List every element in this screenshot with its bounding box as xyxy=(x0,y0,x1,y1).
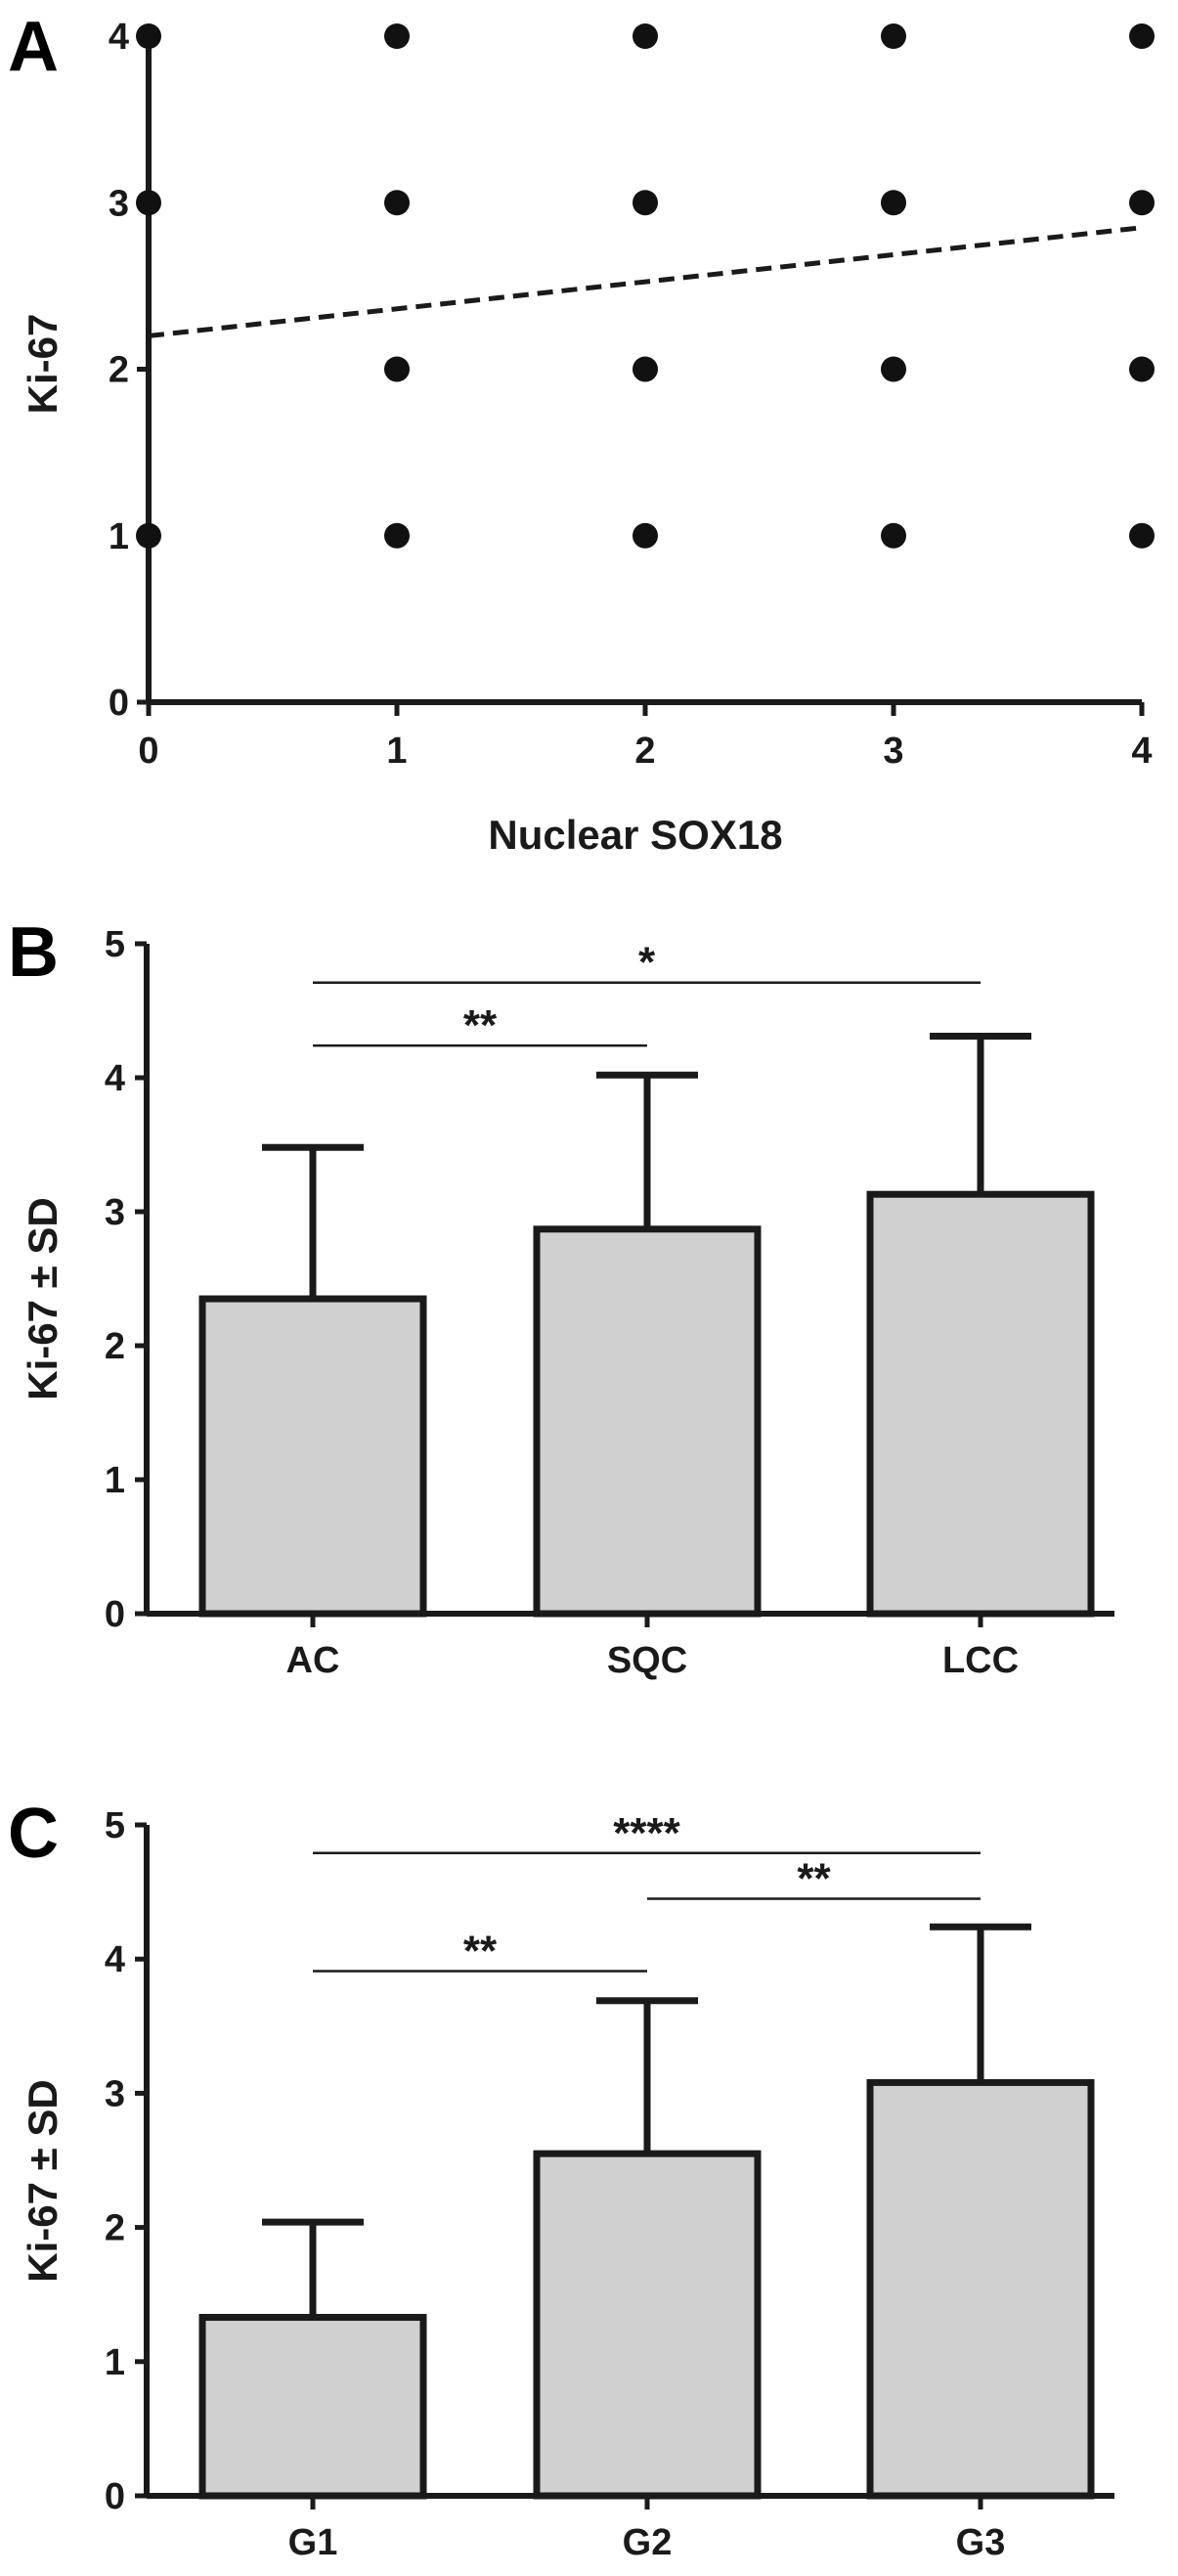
y-tick-label: 4 xyxy=(105,1058,125,1099)
data-point xyxy=(136,23,161,49)
panel-letter-b: B xyxy=(8,913,59,992)
panel-letter-a: A xyxy=(8,8,59,86)
data-point xyxy=(384,356,410,382)
data-point xyxy=(384,23,410,49)
y-tick-label: 3 xyxy=(105,2073,125,2114)
x-tick-label: 0 xyxy=(138,731,158,772)
y-tick-label: 0 xyxy=(109,683,129,724)
significance-label: ** xyxy=(463,1001,498,1049)
category-label: SQC xyxy=(607,1640,687,1681)
panel-a-x-axis-title: Nuclear SOX18 xyxy=(488,812,782,858)
y-tick-label: 5 xyxy=(105,1805,125,1846)
category-label: AC xyxy=(286,1640,340,1681)
y-tick-label: 0 xyxy=(105,1594,125,1635)
category-label: G3 xyxy=(956,2522,1006,2563)
y-tick-label: 1 xyxy=(105,2342,125,2383)
data-point xyxy=(881,23,906,49)
panel-a-scatter: A 0 1 2 3 4 0 1 2 3 4 Nuclear SOX18 Ki-67 xyxy=(8,8,1155,858)
y-tick-label: 2 xyxy=(105,2208,125,2249)
bar xyxy=(866,1190,1095,1618)
x-tick-label: 2 xyxy=(634,731,655,772)
data-point xyxy=(633,23,658,49)
significance-label: * xyxy=(638,939,656,987)
regression-trend-line xyxy=(148,225,1143,338)
data-point xyxy=(633,522,658,549)
x-tick-label: 1 xyxy=(386,731,407,772)
y-tick-label: 4 xyxy=(105,1939,125,1980)
y-tick-label: 3 xyxy=(105,1192,125,1233)
category-label: G1 xyxy=(288,2522,338,2563)
x-tick-label: 3 xyxy=(883,731,903,772)
category-label: LCC xyxy=(942,1640,1019,1681)
panel-b-y-axis-title: Ki-67 ± SD xyxy=(20,1197,65,1399)
significance-label: ** xyxy=(463,1928,498,1976)
panel-a-y-axis-title: Ki-67 xyxy=(20,314,65,415)
data-point xyxy=(1129,23,1155,49)
data-point xyxy=(1129,356,1155,382)
y-tick-label: 2 xyxy=(109,350,129,391)
category-label: G2 xyxy=(623,2522,673,2563)
bar xyxy=(198,2314,427,2500)
data-point xyxy=(633,356,658,382)
data-point xyxy=(881,356,906,382)
significance-label: ** xyxy=(797,1854,831,1902)
data-point xyxy=(136,522,161,549)
data-point xyxy=(633,190,658,216)
panel-a-plot-area: 0 1 2 3 4 0 1 2 3 4 xyxy=(109,17,1155,772)
data-point xyxy=(384,190,410,216)
data-point xyxy=(384,522,410,549)
bar xyxy=(533,1225,762,1618)
data-point xyxy=(881,522,906,549)
y-tick-label: 0 xyxy=(105,2476,125,2517)
bar xyxy=(533,2150,762,2500)
data-point xyxy=(136,190,161,216)
y-tick-label: 1 xyxy=(105,1460,125,1501)
bar xyxy=(866,2078,1095,2500)
data-point xyxy=(1129,190,1155,216)
data-point xyxy=(1129,522,1155,549)
bar xyxy=(198,1295,427,1618)
significance-label: **** xyxy=(613,1809,680,1857)
y-tick-label: 3 xyxy=(109,183,129,224)
y-tick-label: 4 xyxy=(109,17,129,58)
panel-c-y-axis-title: Ki-67 ± SD xyxy=(20,2079,65,2282)
y-tick-label: 2 xyxy=(105,1326,125,1367)
y-tick-label: 5 xyxy=(105,924,125,965)
x-tick-label: 4 xyxy=(1131,731,1152,772)
panel-letter-c: C xyxy=(8,1795,59,1873)
data-point xyxy=(881,190,906,216)
y-tick-label: 1 xyxy=(109,516,129,557)
